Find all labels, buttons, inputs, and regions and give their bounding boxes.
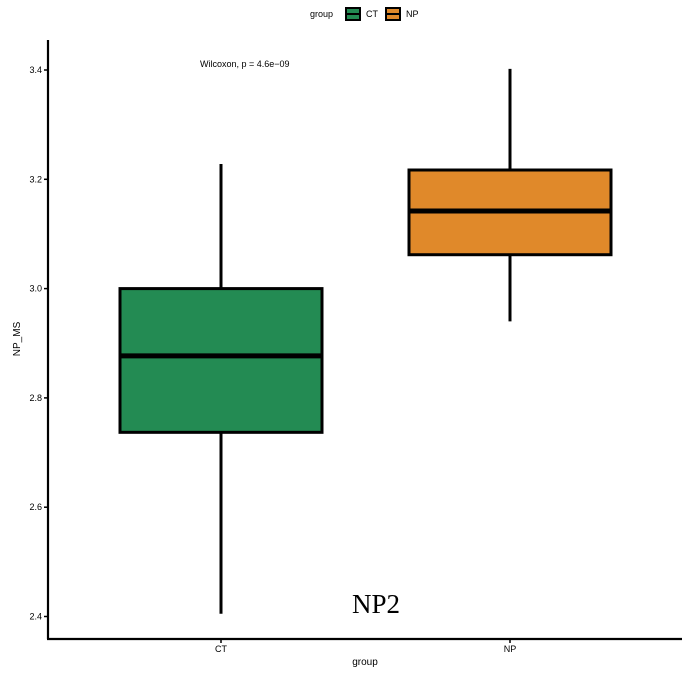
- y-tick-label: 2.8: [29, 393, 42, 403]
- y-tick-label: 2.6: [29, 502, 42, 512]
- box-ct: [118, 163, 324, 614]
- x-axis-label: group: [352, 657, 378, 668]
- y-tick-label: 3.2: [29, 174, 42, 184]
- legend-label: CT: [366, 9, 378, 19]
- box-group: [118, 68, 613, 614]
- x-tick-label: NP: [504, 644, 517, 654]
- box-body: [118, 287, 324, 434]
- y-tick-label: 3.4: [29, 65, 42, 75]
- y-tick-label: 2.4: [29, 612, 42, 622]
- axes: 2.4 2.6 2.8 3.0 3.2 3.4 CT NP: [29, 40, 682, 654]
- wilcoxon-annotation: Wilcoxon, p = 4.6e−09: [200, 59, 290, 69]
- legend-item-np: NP: [385, 7, 419, 21]
- y-tick-label: 3.0: [29, 284, 42, 294]
- x-tick-label: CT: [215, 644, 227, 654]
- legend-item-ct: CT: [345, 7, 378, 21]
- y-axis-label: NP_MS: [12, 321, 23, 356]
- box-np: [407, 68, 613, 322]
- overlay-label: NP2: [352, 589, 400, 619]
- legend-label: NP: [406, 9, 419, 19]
- legend: group CT NP: [310, 7, 419, 21]
- legend-title: group: [310, 9, 333, 19]
